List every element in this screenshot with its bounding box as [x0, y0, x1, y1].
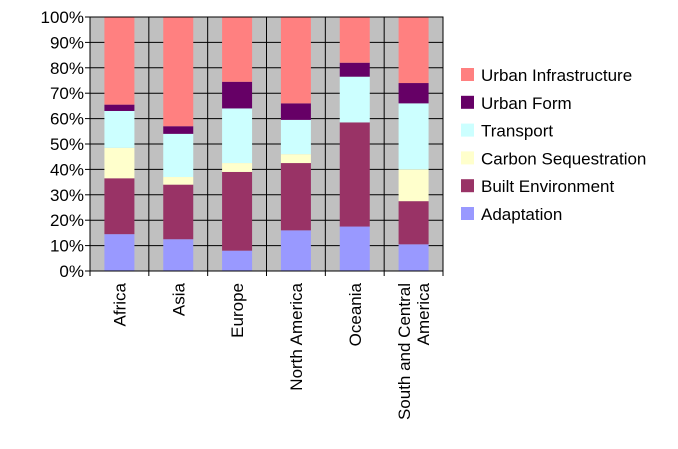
y-tick-label: 90% — [50, 33, 84, 52]
bar-segment — [398, 201, 429, 245]
y-tick-labels: 0% 10% 20% 30% 40% 50% 60% 70% 80% 90% 100% — [41, 8, 84, 281]
y-tick-label: 70% — [50, 84, 84, 103]
y-tick-label: 100% — [41, 8, 84, 27]
legend-swatch — [461, 179, 474, 193]
x-category-label: America — [414, 282, 433, 345]
bar-segment — [280, 119, 311, 155]
x-category-label: Asia — [169, 282, 188, 316]
legend-label: Built Environment — [481, 177, 615, 196]
bar-segment — [222, 163, 253, 172]
bar-segment — [280, 163, 311, 231]
x-category-labels: Africa Asia Europe North America Oceania Sout… — [110, 282, 433, 420]
bar-segment — [280, 17, 311, 104]
bar-segment — [163, 184, 194, 240]
bar-segment — [339, 122, 370, 227]
bar-segment — [339, 62, 370, 77]
legend-swatch — [461, 151, 474, 165]
bar-segment — [222, 250, 253, 271]
legend-label: Adaptation — [481, 205, 562, 224]
x-category-label: Europe — [228, 283, 247, 338]
bar-segment — [339, 17, 370, 63]
bar-segment — [222, 17, 253, 82]
y-tick-label: 80% — [50, 59, 84, 78]
bars — [104, 17, 429, 271]
y-tick-label: 30% — [50, 186, 84, 205]
x-category-label: Oceania — [346, 282, 365, 346]
y-tick-label: 10% — [50, 237, 84, 256]
bar-segment — [163, 133, 194, 178]
legend-label: Carbon Sequestration — [481, 149, 646, 168]
bar-segment — [104, 104, 135, 111]
bar-segment — [163, 239, 194, 271]
x-category-label: South and Central — [395, 283, 414, 420]
bar-segment — [104, 147, 135, 179]
y-tick-label: 40% — [50, 160, 84, 179]
legend-swatch — [461, 68, 474, 81]
axes — [85, 16, 444, 276]
bar-segment — [163, 126, 194, 134]
bar-segment — [104, 234, 135, 271]
bar-segment — [104, 17, 135, 105]
bar-segment — [398, 83, 429, 104]
bar-segment — [398, 169, 429, 202]
y-tick-label: 50% — [50, 135, 84, 154]
legend: Urban Infrastructure Urban Form Transport C… — [461, 66, 646, 224]
legend-label: Transport — [481, 122, 553, 141]
legend-swatch — [461, 95, 474, 109]
x-category-label: Africa — [110, 282, 129, 326]
bar-segment — [104, 178, 135, 235]
bar-segment — [339, 226, 370, 271]
legend-swatch — [461, 207, 474, 220]
x-category-label: North America — [287, 282, 306, 390]
y-tick-label: 0% — [59, 262, 84, 281]
y-tick-label: 20% — [50, 211, 84, 230]
bar-segment — [222, 171, 253, 251]
bar-segment — [222, 81, 253, 109]
legend-label: Urban Infrastructure — [481, 66, 632, 85]
bar-segment — [163, 177, 194, 185]
legend-label: Urban Form — [481, 94, 572, 113]
bar-segment — [280, 154, 311, 164]
y-tick-label: 60% — [50, 110, 84, 129]
bar-segment — [398, 17, 429, 84]
bar-segment — [398, 103, 429, 170]
legend-swatch — [461, 123, 474, 137]
bar-segment — [280, 230, 311, 271]
bar-segment — [339, 76, 370, 123]
bar-segment — [398, 244, 429, 271]
bar-segment — [104, 110, 135, 148]
bar-segment — [222, 108, 253, 164]
bar-segment — [163, 17, 194, 127]
bar-segment — [280, 103, 311, 120]
